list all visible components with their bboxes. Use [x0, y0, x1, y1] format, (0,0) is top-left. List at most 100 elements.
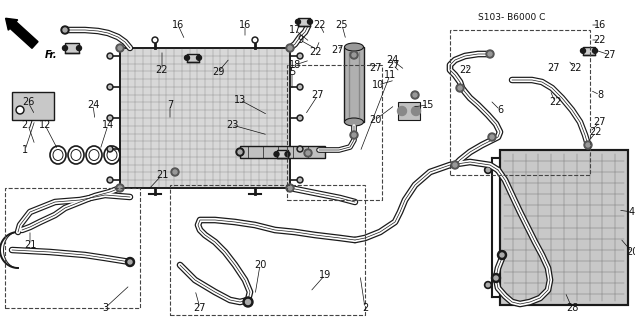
- Circle shape: [350, 131, 358, 139]
- Text: 22: 22: [549, 97, 561, 107]
- Text: 20: 20: [254, 260, 266, 270]
- Text: 22: 22: [309, 47, 321, 57]
- Text: 27: 27: [604, 50, 616, 60]
- Circle shape: [285, 152, 290, 157]
- Circle shape: [243, 297, 253, 307]
- Circle shape: [304, 149, 312, 157]
- Text: 12: 12: [39, 120, 51, 130]
- Bar: [344, 47, 364, 122]
- Text: 26: 26: [22, 97, 34, 107]
- Text: 28: 28: [566, 303, 578, 313]
- Text: 22: 22: [458, 65, 471, 75]
- Bar: [170, 185, 365, 315]
- Circle shape: [298, 54, 302, 58]
- Circle shape: [109, 85, 112, 89]
- Circle shape: [453, 163, 457, 167]
- Text: 21: 21: [24, 240, 36, 250]
- Circle shape: [62, 46, 67, 51]
- Text: 16: 16: [172, 20, 184, 30]
- Text: 2: 2: [362, 303, 368, 313]
- Circle shape: [116, 44, 124, 52]
- Text: 1: 1: [22, 145, 28, 155]
- Bar: [120, 48, 290, 188]
- Text: 16: 16: [594, 20, 606, 30]
- Circle shape: [580, 48, 585, 53]
- Circle shape: [298, 148, 302, 150]
- Circle shape: [288, 186, 292, 190]
- Text: 27: 27: [369, 63, 381, 73]
- Circle shape: [398, 107, 406, 116]
- Bar: [398, 102, 420, 120]
- Circle shape: [298, 85, 302, 89]
- Circle shape: [413, 93, 417, 97]
- Circle shape: [486, 168, 490, 172]
- Circle shape: [109, 54, 112, 58]
- Circle shape: [171, 168, 179, 176]
- Circle shape: [118, 46, 122, 50]
- Circle shape: [109, 148, 112, 150]
- Circle shape: [253, 38, 257, 42]
- Circle shape: [488, 52, 492, 56]
- Text: 9: 9: [297, 35, 303, 45]
- Circle shape: [458, 86, 462, 90]
- Bar: [500, 150, 628, 305]
- Text: 3: 3: [102, 303, 108, 313]
- Circle shape: [238, 150, 242, 154]
- Text: 25: 25: [336, 20, 348, 30]
- Circle shape: [252, 37, 258, 43]
- Text: 20: 20: [626, 247, 635, 257]
- Text: 14: 14: [102, 120, 114, 130]
- Text: 22: 22: [569, 63, 581, 73]
- Circle shape: [173, 170, 177, 174]
- Text: 5: 5: [289, 67, 295, 77]
- Text: 11: 11: [384, 70, 396, 80]
- Text: 22: 22: [314, 20, 326, 30]
- Text: 27: 27: [22, 120, 34, 130]
- Text: 19: 19: [319, 270, 331, 280]
- Bar: [240, 146, 325, 158]
- Text: S103- B6000 C: S103- B6000 C: [478, 13, 545, 22]
- Text: 17: 17: [289, 25, 301, 35]
- Circle shape: [297, 177, 303, 183]
- Circle shape: [352, 133, 356, 137]
- Circle shape: [306, 151, 310, 155]
- Circle shape: [286, 44, 294, 52]
- Circle shape: [488, 133, 496, 141]
- Circle shape: [107, 84, 113, 90]
- Circle shape: [500, 253, 504, 257]
- Circle shape: [288, 46, 292, 50]
- Circle shape: [298, 179, 302, 181]
- Text: 23: 23: [226, 120, 238, 130]
- Text: 21: 21: [156, 170, 168, 180]
- Circle shape: [456, 84, 464, 92]
- Text: 18: 18: [289, 60, 301, 70]
- Circle shape: [16, 106, 24, 114]
- Circle shape: [286, 184, 294, 192]
- Text: 8: 8: [597, 90, 603, 100]
- Text: 29: 29: [212, 67, 224, 77]
- Text: 27: 27: [331, 45, 344, 55]
- Circle shape: [584, 141, 592, 149]
- Circle shape: [116, 184, 124, 192]
- Bar: [12, 92, 54, 120]
- Text: 22: 22: [590, 127, 602, 137]
- Circle shape: [298, 116, 302, 119]
- Text: Fr.: Fr.: [45, 50, 58, 60]
- Circle shape: [592, 48, 598, 53]
- Text: 13: 13: [234, 95, 246, 105]
- Text: 10: 10: [372, 80, 384, 90]
- Bar: [298, 18, 310, 26]
- Circle shape: [350, 51, 358, 59]
- Circle shape: [128, 260, 132, 264]
- Circle shape: [152, 37, 158, 43]
- Bar: [500, 150, 628, 305]
- Circle shape: [274, 152, 279, 157]
- Circle shape: [61, 26, 69, 34]
- Circle shape: [485, 166, 491, 173]
- Bar: [5, 188, 140, 308]
- Text: 22: 22: [156, 65, 168, 75]
- Text: 6: 6: [497, 105, 503, 115]
- Circle shape: [126, 258, 135, 267]
- Circle shape: [109, 179, 112, 181]
- Text: 4: 4: [629, 207, 635, 217]
